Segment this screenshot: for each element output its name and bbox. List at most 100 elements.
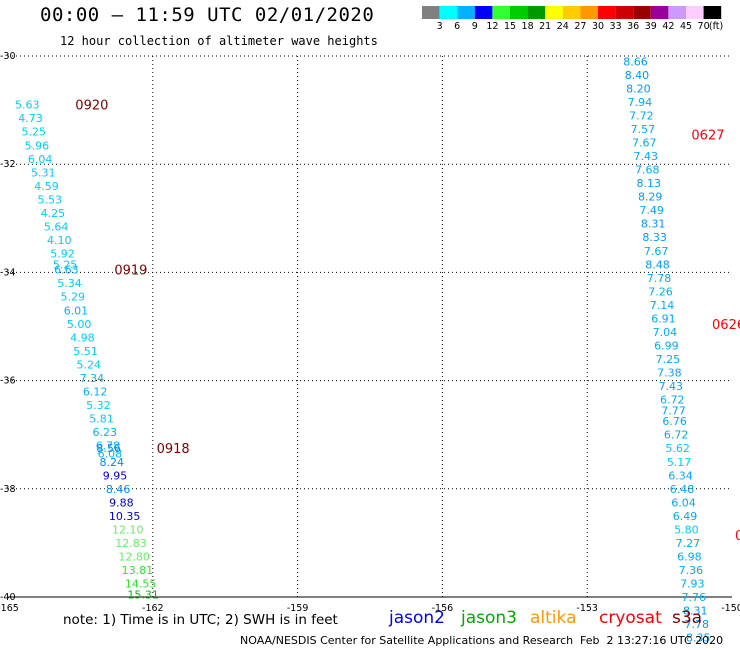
swh-value-label: 5.81 bbox=[89, 412, 114, 425]
swh-value-label: 5.29 bbox=[60, 291, 85, 304]
legend-level-label: 24 bbox=[557, 21, 569, 32]
swh-value-label: 8.35 bbox=[686, 632, 711, 645]
legend-level-label: 18 bbox=[522, 21, 534, 32]
legend-swatch bbox=[527, 6, 546, 19]
pass-time-label: 0919 bbox=[114, 264, 147, 279]
swh-value-label: 5.31 bbox=[31, 166, 56, 179]
swh-value-label: 7.78 bbox=[647, 272, 672, 285]
legend-level-label: 30 bbox=[592, 21, 604, 32]
legend-level-label: 9 bbox=[472, 21, 478, 32]
swh-value-label: 9.88 bbox=[109, 496, 134, 509]
legend-swatch bbox=[668, 6, 686, 19]
y-tick-label: -36 bbox=[0, 376, 16, 387]
swh-value-label: 7.77 bbox=[661, 404, 686, 417]
legend-level-label: 15 bbox=[504, 21, 516, 32]
legend-level-label: 21 bbox=[539, 21, 551, 32]
swh-value-label: 5.32 bbox=[86, 399, 111, 412]
chart-marks: 5.634.735.255.966.045.314.595.534.255.64… bbox=[15, 55, 740, 644]
swh-value-label: 7.76 bbox=[682, 591, 707, 604]
swh-value-label: 6.08 bbox=[98, 448, 123, 461]
legend-swatch bbox=[439, 6, 458, 19]
x-tick-label: -150 bbox=[721, 603, 740, 614]
swh-value-label: 13.81 bbox=[122, 564, 154, 577]
swh-value-label: 12.83 bbox=[115, 537, 147, 550]
swh-value-label: 8.20 bbox=[626, 82, 651, 95]
timestamp-text: Feb 2 13:27:16 UTC 2020 bbox=[580, 634, 724, 647]
legend-level-label: 6 bbox=[454, 21, 460, 32]
swh-value-label: 4.98 bbox=[70, 331, 95, 344]
x-tick-label: -165 bbox=[0, 603, 19, 614]
legend-swatch bbox=[474, 6, 493, 19]
pass-time-label: 06 bbox=[735, 529, 740, 544]
swh-value-label: 8.40 bbox=[625, 69, 650, 82]
color-legend: 3 6 9 12 15 18 21 24 27 30 33 36 39 42 45 70 (ft) bbox=[422, 6, 723, 32]
swh-value-label: 8.24 bbox=[100, 456, 125, 469]
legend-level-label: 45 bbox=[680, 21, 692, 32]
swh-value-label: 6.91 bbox=[651, 312, 676, 325]
swh-value-label: 7.93 bbox=[680, 577, 705, 590]
legend-swatch bbox=[492, 6, 510, 19]
swh-value-label: 8.29 bbox=[638, 191, 663, 204]
page-title: 00:00 – 11:59 UTC 02/01/2020 bbox=[40, 4, 375, 26]
legend-swatch bbox=[598, 6, 616, 19]
swh-value-label: 6.48 bbox=[670, 483, 695, 496]
swh-value-label: 6.72 bbox=[660, 394, 685, 407]
y-tick-label: -40 bbox=[0, 592, 16, 603]
satellite-name-altika: altika bbox=[530, 608, 577, 628]
swh-value-label: 6.04 bbox=[28, 153, 53, 166]
swh-value-label: 7.38 bbox=[657, 366, 682, 379]
note-text: note: 1) Time is in UTC; 2) SWH is in fe… bbox=[63, 612, 338, 628]
swh-value-label: 8.56 bbox=[96, 442, 121, 455]
legend-level-label: 36 bbox=[627, 21, 639, 32]
swh-value-label: 12.10 bbox=[112, 523, 144, 536]
swh-value-label: 10.35 bbox=[109, 510, 141, 523]
swh-value-label: 7.49 bbox=[639, 204, 664, 217]
swh-value-label: 5.63 bbox=[15, 99, 40, 112]
swh-value-label: 8.33 bbox=[642, 231, 667, 244]
legend-swatch bbox=[633, 6, 651, 19]
swh-value-label: 9.95 bbox=[103, 469, 128, 482]
swh-value-label: 7.25 bbox=[656, 353, 681, 366]
swh-value-label: 5.00 bbox=[67, 318, 92, 331]
swh-value-label: 4.59 bbox=[34, 180, 59, 193]
swh-value-label: 7.67 bbox=[632, 137, 657, 150]
swh-value-label: 8.48 bbox=[645, 258, 670, 271]
swh-value-label: 7.43 bbox=[659, 380, 684, 393]
pass-time-label: 0920 bbox=[75, 99, 108, 114]
legend-level-label: 12 bbox=[486, 21, 498, 32]
swh-value-label: 4.10 bbox=[47, 234, 72, 247]
swh-value-label: 6.23 bbox=[92, 426, 117, 439]
swh-value-label: 5.92 bbox=[50, 247, 75, 260]
swh-value-label: 7.04 bbox=[653, 326, 678, 339]
pass-time-label: 0626 bbox=[712, 318, 740, 333]
swh-value-label: 5.25 bbox=[21, 126, 46, 139]
swh-value-label: 6.98 bbox=[677, 550, 702, 563]
swh-value-label: 5.80 bbox=[674, 523, 699, 536]
swh-value-label: 5.24 bbox=[76, 358, 101, 371]
swh-value-label: 7.27 bbox=[676, 537, 701, 550]
y-tick-label: -30 bbox=[0, 51, 16, 62]
pass-time-label: 0918 bbox=[157, 442, 190, 457]
satellite-name-jason3: jason3 bbox=[461, 608, 517, 628]
swh-value-label: 8.13 bbox=[636, 177, 661, 190]
swh-value-label: 7.14 bbox=[650, 299, 675, 312]
chart-axes: -165 -162 -159 -156 -153 -150 -30 -32 -34 -36 -38 -… bbox=[0, 51, 740, 614]
swh-value-label: 7.43 bbox=[634, 150, 659, 163]
swh-value-label: 6.34 bbox=[668, 469, 693, 482]
satellite-name-jason2: jason2 bbox=[389, 608, 445, 628]
x-tick-label: -159 bbox=[287, 603, 309, 614]
swh-value-label: 5.96 bbox=[25, 139, 50, 152]
swh-value-label: 5.51 bbox=[73, 345, 98, 358]
swh-value-label: 5.25 bbox=[53, 258, 78, 271]
swh-value-label: 5.64 bbox=[44, 220, 69, 233]
legend-swatch bbox=[580, 6, 598, 19]
x-tick-label: -156 bbox=[432, 603, 454, 614]
legend-swatch bbox=[686, 6, 704, 19]
swh-value-label: 6.63 bbox=[54, 264, 79, 277]
legend-swatch bbox=[703, 6, 722, 19]
swh-value-label: 12.80 bbox=[118, 550, 150, 563]
swh-value-label: 7.57 bbox=[631, 123, 656, 136]
swh-value-label: 7.78 bbox=[684, 618, 709, 631]
legend-swatch bbox=[422, 6, 440, 19]
